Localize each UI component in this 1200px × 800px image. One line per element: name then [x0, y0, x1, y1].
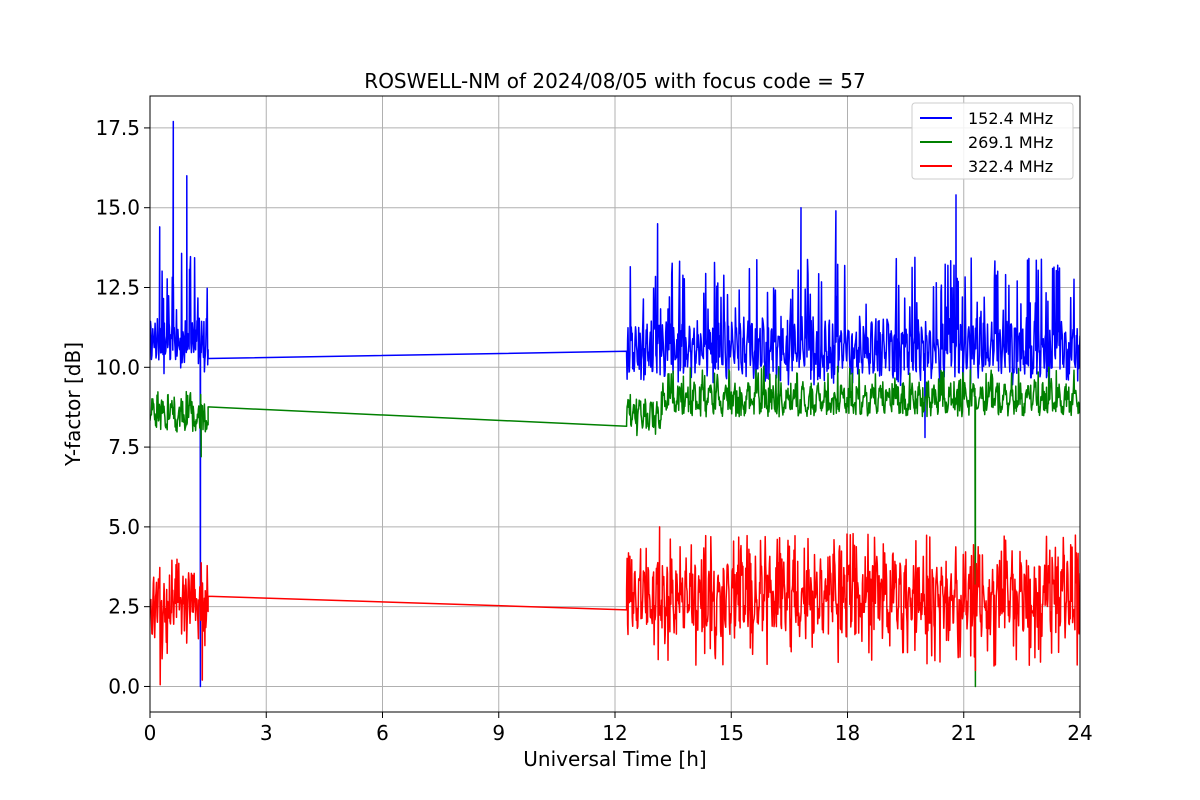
x-tick-label: 21	[951, 721, 976, 745]
y-tick-label: 17.5	[95, 116, 140, 140]
plot-area	[150, 120, 1080, 688]
x-tick-label: 9	[492, 721, 505, 745]
x-tick-label: 0	[144, 721, 157, 745]
chart-title: ROSWELL-NM of 2024/08/05 with focus code…	[364, 69, 865, 93]
x-axis: 0 3 6 9 12 15 18 21 24	[144, 712, 1093, 745]
y-axis-label: Y-factor [dB]	[61, 342, 85, 467]
legend: 152.4 MHz 269.1 MHz 322.4 MHz	[911, 102, 1074, 180]
legend-label: 152.4 MHz	[968, 109, 1053, 128]
series-line-2	[150, 526, 1080, 686]
y-tick-label: 15.0	[95, 196, 140, 220]
legend-box	[911, 102, 1074, 180]
x-tick-label: 3	[260, 721, 273, 745]
y-tick-label: 7.5	[108, 435, 140, 459]
y-axis: 0.0 2.5 5.0 7.5 10.0 12.5 15.0 17.5	[95, 116, 150, 698]
x-tick-label: 15	[719, 721, 744, 745]
x-tick-label: 18	[835, 721, 860, 745]
legend-label: 269.1 MHz	[968, 133, 1053, 152]
y-tick-label: 0.0	[108, 674, 140, 698]
y-tick-label: 5.0	[108, 515, 140, 539]
x-tick-label: 24	[1067, 721, 1092, 745]
series-line-0	[150, 120, 1080, 688]
y-tick-label: 12.5	[95, 276, 140, 300]
y-tick-label: 2.5	[108, 595, 140, 619]
x-axis-label: Universal Time [h]	[523, 747, 706, 771]
series-line-1	[150, 365, 1080, 688]
series-lines	[150, 120, 1080, 688]
legend-label: 322.4 MHz	[968, 157, 1053, 176]
x-tick-label: 12	[602, 721, 627, 745]
x-tick-label: 6	[376, 721, 389, 745]
y-tick-label: 10.0	[95, 355, 140, 379]
